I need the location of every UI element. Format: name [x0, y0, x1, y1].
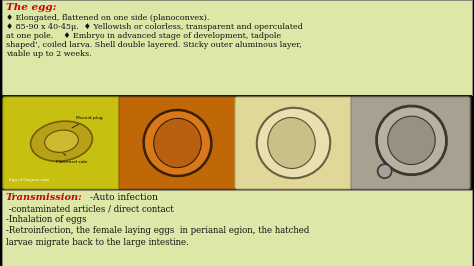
Ellipse shape — [378, 164, 392, 178]
Text: The egg:: The egg: — [6, 3, 56, 12]
FancyBboxPatch shape — [2, 0, 472, 95]
FancyBboxPatch shape — [3, 97, 120, 189]
Ellipse shape — [31, 121, 92, 161]
Text: larvae migrate back to the large intestine.: larvae migrate back to the large intesti… — [6, 238, 189, 247]
Text: Mucoid plug: Mucoid plug — [72, 116, 103, 128]
Text: Egg of Oxyuris equi: Egg of Oxyuris equi — [9, 178, 49, 182]
Text: -contaminated articles / direct contact: -contaminated articles / direct contact — [6, 205, 174, 214]
Text: shaped’, coiled larva. Shell double layered. Sticky outer aluminous layer,: shaped’, coiled larva. Shell double laye… — [6, 41, 302, 49]
FancyBboxPatch shape — [235, 97, 352, 189]
FancyBboxPatch shape — [119, 97, 236, 189]
FancyBboxPatch shape — [351, 97, 470, 189]
Ellipse shape — [388, 116, 435, 165]
Text: Flattened side: Flattened side — [56, 153, 88, 164]
Text: -Retroinfection, the female laying eggs  in perianal egion, the hatched: -Retroinfection, the female laying eggs … — [6, 226, 310, 235]
Text: -Auto infection: -Auto infection — [90, 193, 158, 202]
Text: -Inhalation of eggs: -Inhalation of eggs — [6, 215, 87, 224]
Text: ♦ 85-90 x 40-45μ.  ♦ Yellowish or colorless, transparent and operculated: ♦ 85-90 x 40-45μ. ♦ Yellowish or colorle… — [6, 23, 303, 31]
FancyBboxPatch shape — [2, 190, 472, 266]
Ellipse shape — [154, 118, 201, 168]
Ellipse shape — [257, 108, 330, 178]
Ellipse shape — [144, 110, 211, 176]
Ellipse shape — [376, 106, 447, 175]
FancyBboxPatch shape — [2, 95, 472, 190]
Text: Transmission:: Transmission: — [6, 193, 83, 202]
Ellipse shape — [45, 130, 78, 152]
Text: at one pole.    ♦ Embryo in advanced stage of development, tadpole: at one pole. ♦ Embryo in advanced stage … — [6, 32, 281, 40]
Text: viable up to 2 weeks.: viable up to 2 weeks. — [6, 50, 91, 58]
Text: ♦ Elongated, flattened on one side (planoconvex).: ♦ Elongated, flattened on one side (plan… — [6, 14, 210, 22]
Ellipse shape — [268, 118, 315, 168]
